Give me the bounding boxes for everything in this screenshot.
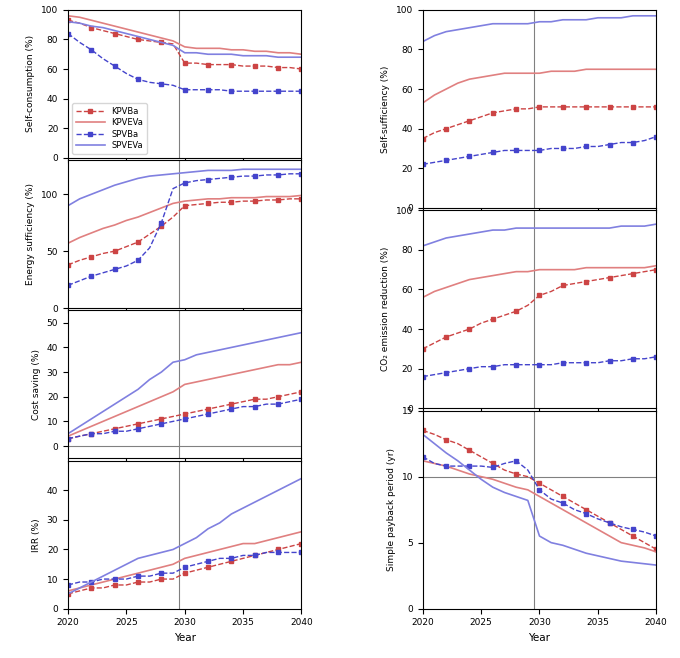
X-axis label: Year: Year [173,633,196,643]
X-axis label: Year: Year [528,633,551,643]
Y-axis label: Simple payback period (yr): Simple payback period (yr) [387,448,396,571]
Y-axis label: Self-sufficiency (%): Self-sufficiency (%) [381,65,390,153]
Y-axis label: CO₂ emission reduction (%): CO₂ emission reduction (%) [381,247,390,372]
Y-axis label: Self-consumption (%): Self-consumption (%) [27,36,35,132]
Y-axis label: IRR (%): IRR (%) [32,518,41,551]
Y-axis label: Energy sufficiency (%): Energy sufficiency (%) [27,183,35,285]
Legend: KPVBa, KPVEVa, SPVBa, SPVEVa: KPVBa, KPVEVa, SPVBa, SPVEVa [72,103,147,153]
Y-axis label: Cost saving (%): Cost saving (%) [32,349,41,420]
